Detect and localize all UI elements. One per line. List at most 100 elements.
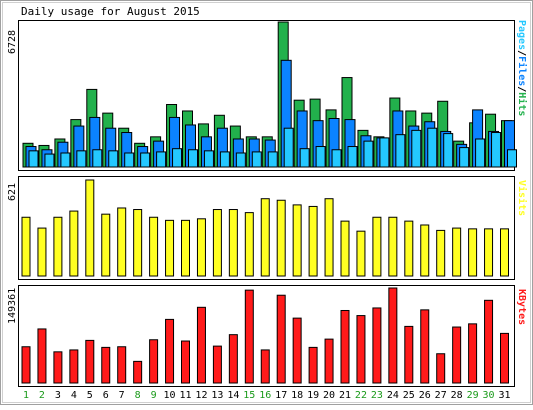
legend-pages: Pages [516, 20, 527, 50]
kbytes-bar [228, 334, 238, 384]
x-tick-label: 12 [195, 390, 207, 401]
visits-bar [468, 228, 478, 277]
pages-bar [172, 148, 183, 168]
pages-bar [299, 148, 310, 168]
pages-bar [235, 152, 246, 168]
hits-bars [22, 21, 517, 168]
kbytes-bar [372, 307, 382, 384]
visits-bar [356, 230, 366, 277]
pages-bar [92, 149, 103, 168]
visits-bar [101, 213, 111, 277]
visits-bar [292, 204, 302, 277]
pages-bar [283, 127, 294, 168]
x-tick-label: 5 [87, 390, 93, 401]
pages-bar [60, 152, 71, 168]
visits-bar [372, 216, 382, 277]
x-tick-label: 9 [151, 390, 157, 401]
kbytes-bar [420, 309, 430, 384]
x-axis-day-labels: 1 2 3 4 5 6 7 8 9 10 11 12 13 14 15 16 17 18 19 20 21 22 23 24 2… [23, 390, 511, 401]
pages-bar [395, 134, 406, 168]
pages-bar [140, 152, 151, 168]
kbytes-bar [292, 317, 302, 384]
x-tick-label: 21 [339, 390, 351, 401]
kbytes-bar [484, 299, 494, 384]
x-tick-label: 29 [467, 390, 479, 401]
x-tick-label: 18 [291, 390, 303, 401]
kbytes-bar [452, 326, 462, 384]
pages-bar [379, 137, 390, 168]
kbytes-bars [21, 287, 509, 384]
x-tick-label: 17 [275, 390, 287, 401]
kbytes-bar [196, 306, 206, 384]
x-tick-label: 8 [135, 390, 141, 401]
kbytes-bar [436, 353, 446, 384]
visits-bar [420, 224, 430, 277]
pages-bar [108, 150, 119, 168]
x-tick-label: 24 [387, 390, 399, 401]
visits-bar [196, 218, 206, 277]
visits-bars [21, 179, 509, 277]
inner-frame [2, 2, 531, 403]
pages-bar [203, 150, 214, 168]
visits-bar [133, 209, 143, 277]
x-tick-label: 4 [71, 390, 77, 401]
x-tick-label: 20 [323, 390, 335, 401]
pages-bar [267, 151, 278, 168]
legend-hits: Hits [516, 92, 528, 116]
visits-bar [21, 216, 31, 277]
visits-bar [388, 216, 398, 277]
visits-bar [324, 198, 334, 277]
x-tick-label: 25 [403, 390, 415, 401]
visits-bar [260, 198, 270, 277]
x-tick-label: 19 [307, 390, 319, 401]
x-tick-label: 30 [483, 390, 495, 401]
kbytes-bar [117, 346, 127, 384]
kbytes-bar [388, 287, 398, 384]
visits-bar [276, 199, 286, 277]
kbytes-bar [69, 349, 79, 384]
visits-bar [181, 219, 190, 277]
kbytes-bar [101, 346, 111, 384]
x-tick-label: 7 [119, 390, 125, 401]
visits-bar [165, 219, 175, 277]
kbytes-bar [324, 338, 334, 384]
visits-bar [212, 209, 222, 277]
x-tick-label: 10 [164, 390, 176, 401]
kbytes-bar [181, 340, 190, 384]
visits-bar [436, 229, 446, 277]
chart-title: Daily usage for August 2015 [21, 5, 200, 18]
pages-bar [156, 151, 167, 168]
pages-bar [76, 150, 87, 168]
pages-bar [507, 149, 517, 168]
x-tick-label: 15 [243, 390, 255, 401]
visits-bar [228, 209, 238, 277]
pages-bar [491, 132, 502, 168]
hits-panel-legend: Pages/Files/Hits [516, 20, 528, 116]
pages-bar [219, 151, 230, 168]
x-tick-label: 1 [23, 390, 29, 401]
kbytes-bar [165, 318, 175, 384]
pages-bar [363, 140, 374, 168]
pages-bar [459, 147, 470, 168]
kbytes-bar [244, 289, 254, 384]
visits-bar [404, 220, 414, 277]
x-tick-label: 13 [211, 390, 223, 401]
kbytes-bar [260, 349, 270, 384]
pages-bar [44, 153, 55, 168]
legend-separator: / [516, 50, 527, 56]
kbytes-bar [37, 328, 47, 384]
pages-bar [188, 149, 198, 168]
kbytes-bar [53, 351, 63, 384]
x-tick-label: 26 [419, 390, 431, 401]
kbytes-bar [404, 325, 414, 384]
kbytes-bar [308, 346, 318, 384]
visits-bar [500, 228, 509, 277]
kbytes-bar [276, 294, 286, 384]
x-tick-label: 31 [498, 390, 510, 401]
x-tick-label: 11 [179, 390, 191, 401]
visits-bar [149, 216, 159, 277]
kbytes-bar [500, 332, 509, 384]
x-tick-label: 6 [103, 390, 109, 401]
